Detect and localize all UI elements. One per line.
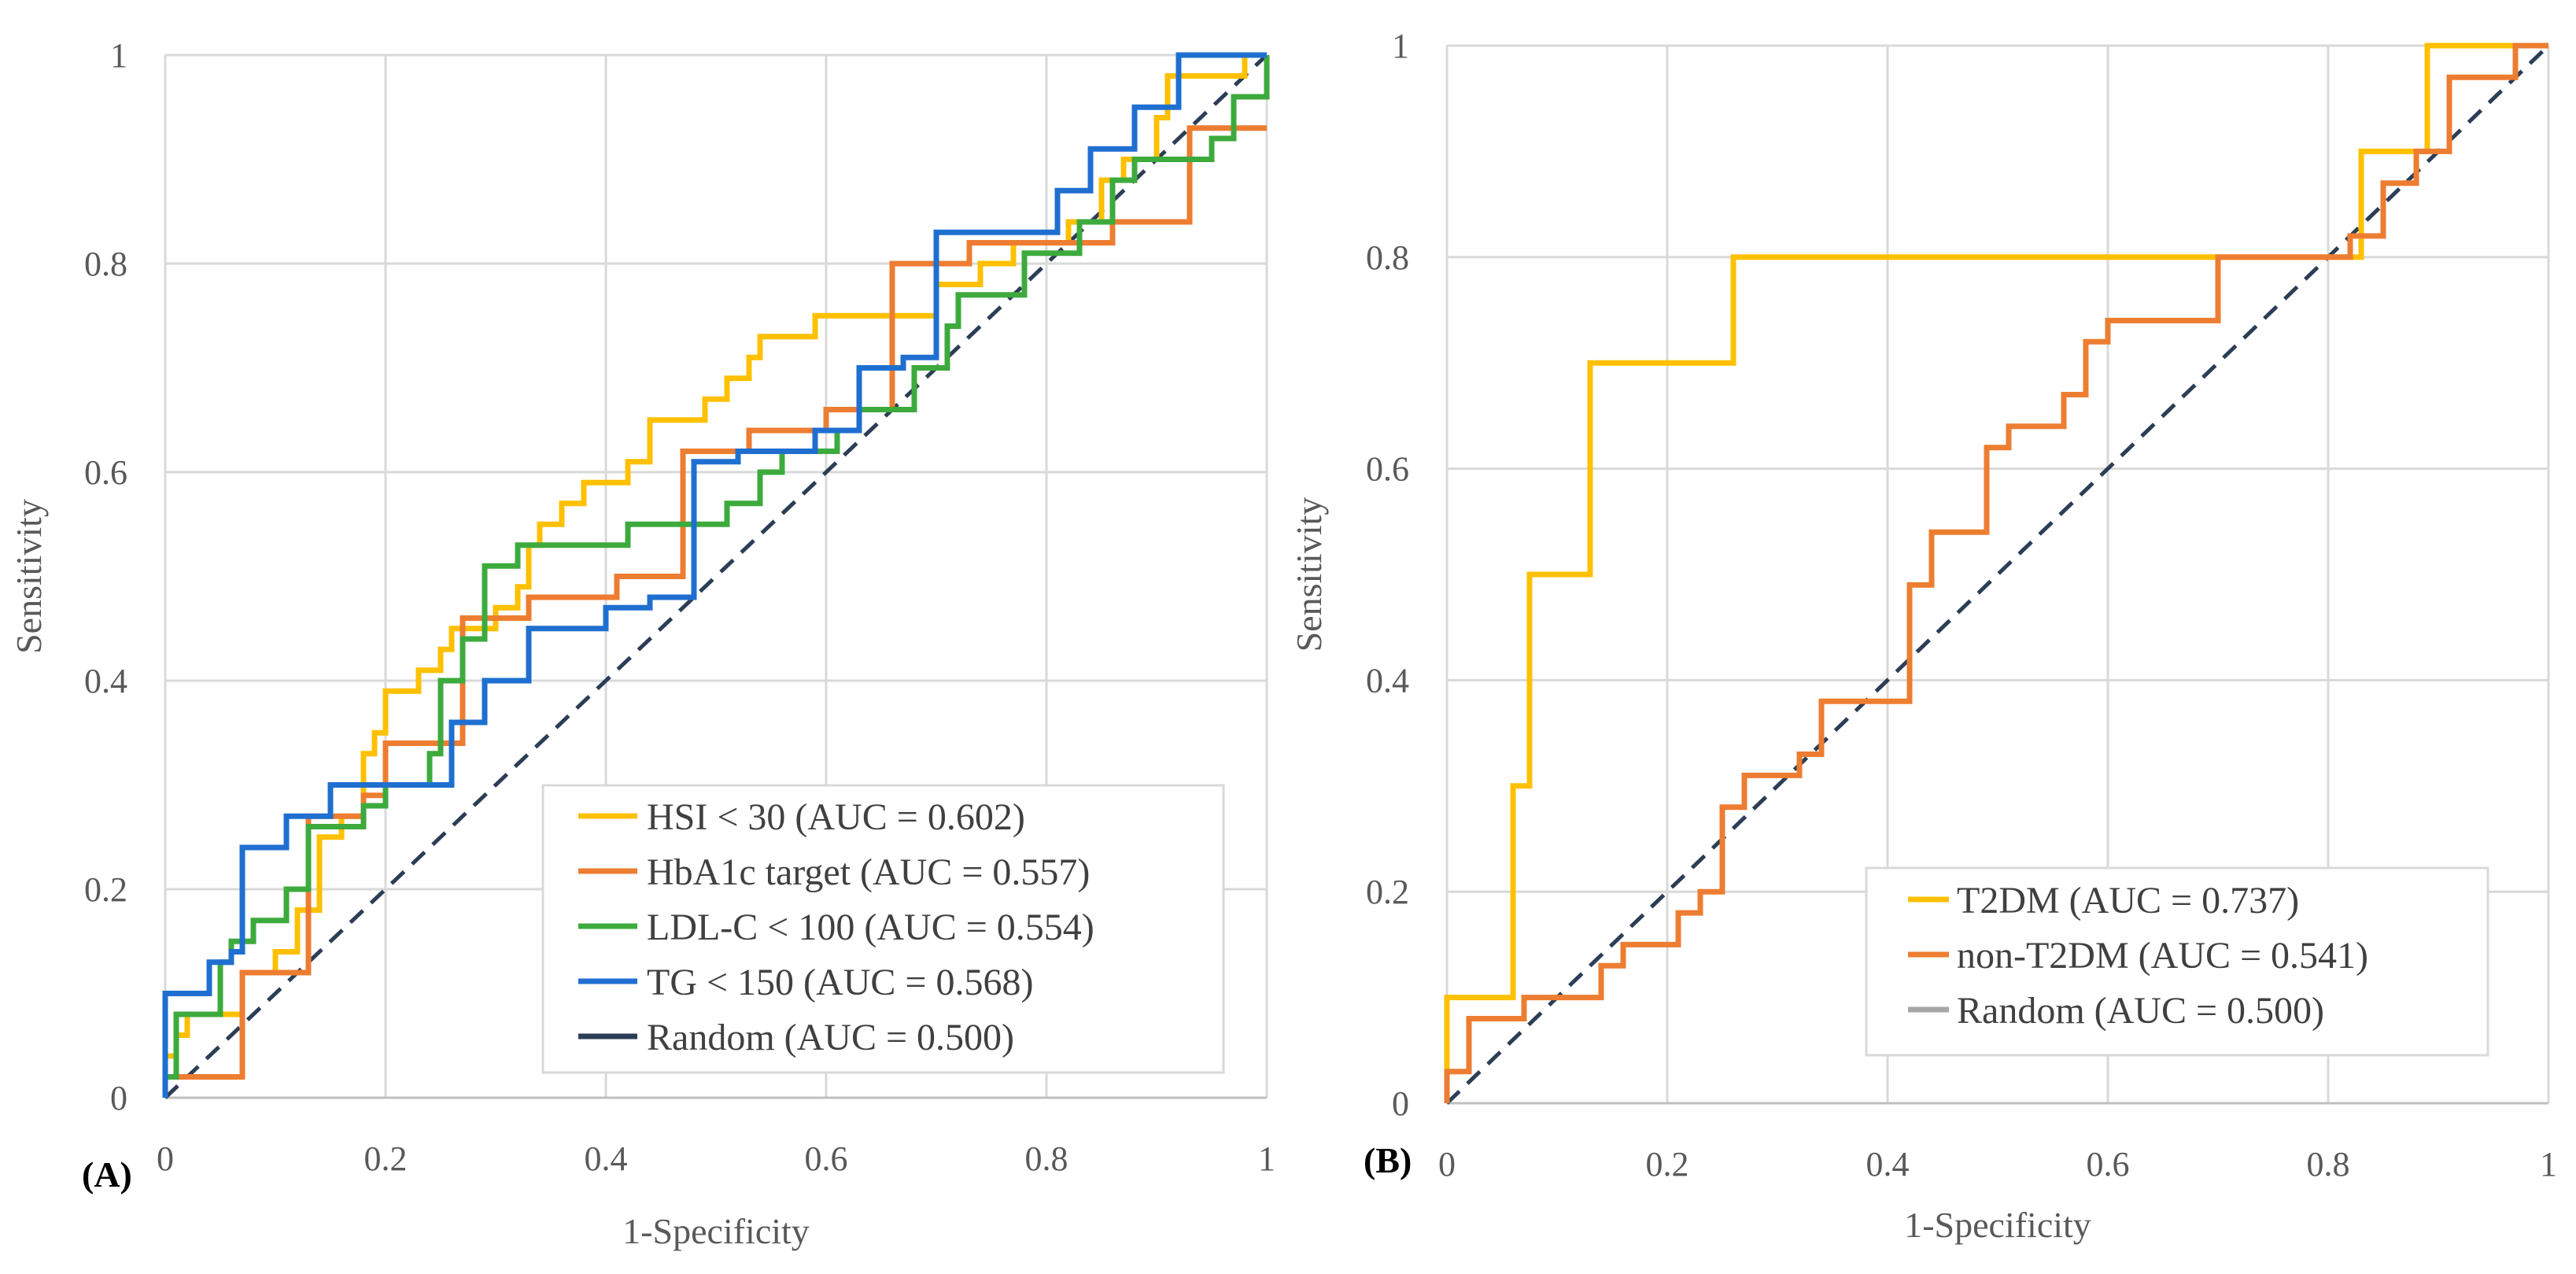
roc-chart-a: 0 0.2 0.4 0.6 0.8 1 0 0.2 0.4 0.6 0.8 1 1-Specificit… [9,36,1275,1251]
x-tick-label: 0.6 [805,1139,848,1178]
x-tick-label: 0.2 [1646,1145,1689,1184]
x-tick-label: 0.2 [364,1139,408,1178]
panel-label: (A) [82,1154,132,1195]
x-axis-title: 1-Specificity [1904,1205,2091,1245]
y-tick-label: 0.2 [84,870,127,909]
y-tick-label: 0.4 [1366,661,1409,700]
y-axis-title: Sensitivity [1289,497,1329,652]
legend-label: non-T2DM (AUC = 0.541) [1957,935,2368,977]
y-tick-label: 0 [110,1079,127,1117]
x-tick-label: 0.8 [1025,1139,1068,1178]
y-tick-label: 0.6 [84,453,127,492]
y-tick-label: 0.8 [1366,238,1409,277]
y-tick-label: 0.6 [1366,450,1409,489]
x-tick-label: 0.6 [2087,1145,2130,1184]
legend-label: T2DM (AUC = 0.737) [1957,880,2299,921]
legend-box [1865,866,2489,1057]
series-line-1 [1444,42,2548,1103]
x-tick-label: 0.4 [1866,1145,1910,1184]
series-line-2 [165,55,1270,1080]
panel-label: (B) [1364,1140,1412,1180]
legend-label: TG < 150 (AUC = 0.568) [647,962,1033,1003]
y-axis-title: Sensitivity [9,499,49,654]
y-tick-label: 0.4 [84,662,127,700]
y-tick-label: 0 [1392,1084,1409,1123]
legend-label: Random (AUC = 0.500) [1957,990,2324,1032]
x-tick-label: 1 [1258,1139,1275,1178]
x-tick-label: 0 [1438,1145,1456,1184]
legend-label: LDL-C < 100 (AUC = 0.554) [647,907,1094,948]
x-tick-label: 1 [2540,1145,2557,1184]
series-line-1 [165,125,1267,1080]
x-tick-label: 0.8 [2307,1145,2350,1184]
legend-box [541,784,1225,1074]
legend-label: HSI < 30 (AUC = 0.602) [647,796,1025,838]
legend-label: Random (AUC = 0.500) [647,1017,1014,1058]
y-tick-label: 1 [1392,27,1409,65]
x-tick-label: 0.4 [585,1139,628,1178]
y-tick-label: 0.2 [1366,873,1409,911]
y-tick-label: 1 [110,36,127,75]
x-axis-title: 1-Specificity [622,1211,810,1251]
series-line-3 [162,52,1267,1098]
series-line-0 [1444,42,2548,1103]
legend-label: HbA1c target (AUC = 0.557) [647,851,1090,893]
x-tick-label: 0 [157,1139,174,1178]
roc-chart-b: 0 0.2 0.4 0.6 0.8 1 0 0.2 0.4 0.6 0.8 1 1-Specificit… [1289,27,2557,1245]
y-tick-label: 0.8 [84,245,127,283]
